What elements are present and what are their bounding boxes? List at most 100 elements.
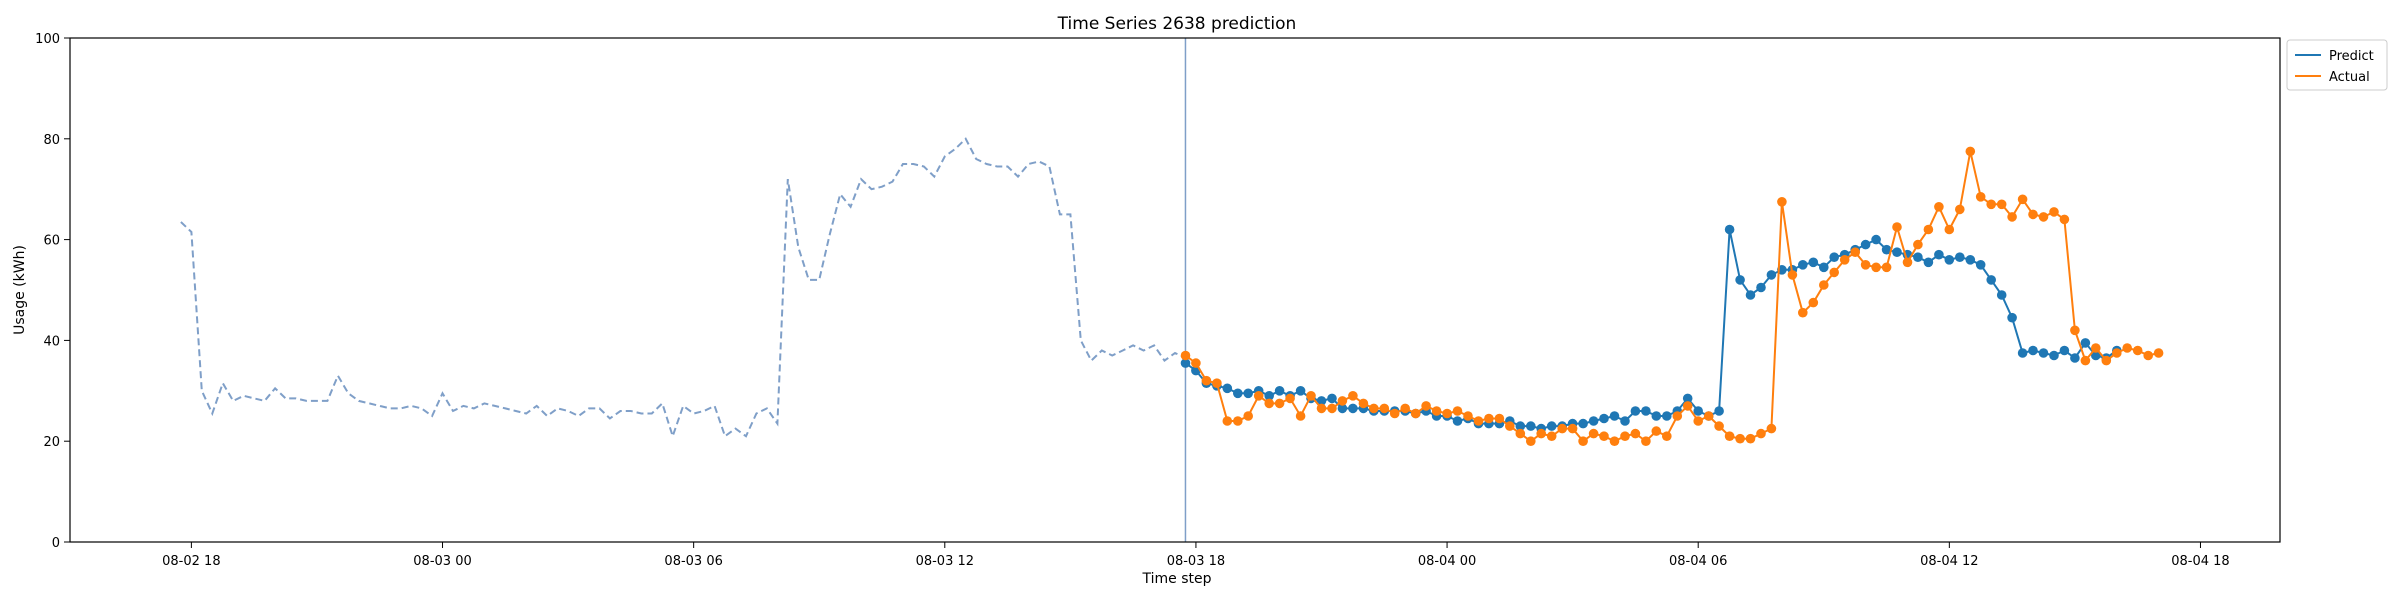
axes: 0 20 40 60 80 100 08-02 18 08-03 00 08-03 06 08-0… — [35, 32, 2281, 569]
predict-point — [1892, 247, 1902, 257]
predict-point — [1243, 388, 1253, 399]
x-tick-label: 08-02 18 — [162, 554, 220, 569]
actual-point — [1295, 411, 1306, 421]
actual-point — [1913, 239, 1923, 250]
actual-point — [1944, 224, 1955, 235]
actual-point — [1473, 416, 1484, 426]
x-tick-label: 08-03 18 — [1167, 554, 1225, 569]
actual-point — [1191, 358, 1201, 368]
predict-point — [1860, 239, 1871, 250]
predict-point — [1599, 413, 1609, 424]
actual-point — [1316, 403, 1327, 414]
predict-point — [1588, 416, 1599, 426]
predict-point — [1526, 421, 1536, 431]
predict-point — [1630, 406, 1641, 416]
y-axis-label: Usage (kWh) — [12, 245, 28, 335]
actual-point — [2070, 325, 2080, 336]
actual-point — [1798, 307, 1808, 318]
actual-point — [1201, 375, 1212, 386]
actual-point — [1484, 413, 1494, 424]
predict-point — [1222, 383, 1233, 394]
actual-point — [1682, 401, 1693, 411]
history-series-line — [180, 137, 1186, 440]
y-tick-label: 40 — [43, 334, 60, 349]
actual-point — [1714, 421, 1724, 431]
actual-point — [1546, 431, 1557, 442]
predict-point — [1609, 411, 1620, 421]
actual-point — [1327, 403, 1337, 414]
actual-point — [1766, 423, 1777, 434]
actual-point — [1253, 391, 1264, 401]
predict-point — [1662, 411, 1672, 421]
actual-point — [1369, 403, 1379, 414]
actual-point — [1996, 199, 2007, 210]
actual-point — [1651, 426, 1662, 436]
legend: Predict Actual — [2286, 39, 2388, 91]
actual-point — [2017, 194, 2028, 205]
actual-point — [1400, 403, 1410, 414]
actual-point — [2007, 212, 2017, 222]
y-tick-label: 0 — [52, 536, 60, 551]
actual-point — [1829, 267, 1839, 278]
predict-point — [1578, 418, 1588, 429]
actual-point — [1703, 411, 1714, 421]
actual-point — [1348, 391, 1358, 401]
actual-point — [1819, 280, 1829, 290]
actual-point — [1431, 406, 1442, 416]
legend-label-predict: Predict — [2329, 49, 2374, 64]
actual-point — [1902, 257, 1913, 268]
predict-point — [2028, 345, 2038, 356]
y-tick-label: 20 — [43, 435, 60, 450]
actual-point — [1609, 436, 1620, 447]
predict-point — [1682, 393, 1693, 404]
actual-point — [1934, 202, 1944, 212]
actual-point — [1212, 378, 1222, 389]
predict-point — [1745, 290, 1756, 300]
predict-point — [1829, 252, 1839, 262]
predict-point — [2038, 348, 2049, 358]
predict-point — [1264, 391, 1274, 401]
predict-point — [1965, 254, 1976, 265]
legend-label-actual: Actual — [2329, 70, 2370, 85]
plot-area — [180, 38, 2164, 542]
actual-point — [1264, 398, 1274, 409]
predict-point — [1693, 406, 1703, 416]
predict-series — [1180, 224, 2122, 434]
predict-point — [2049, 350, 2059, 361]
actual-point — [1662, 431, 1672, 442]
actual-point — [2080, 355, 2091, 366]
actual-point — [1233, 416, 1243, 426]
actual-point — [1421, 401, 1431, 411]
predict-point — [1546, 421, 1557, 431]
predict-point — [1180, 358, 1191, 368]
actual-point — [1567, 423, 1578, 434]
predict-point — [1233, 388, 1243, 399]
predict-point — [1766, 270, 1777, 280]
x-tick-label: 08-03 12 — [916, 554, 974, 569]
predict-point — [1641, 406, 1651, 416]
actual-point — [2101, 355, 2112, 366]
actual-point — [2028, 209, 2038, 220]
predict-point — [1798, 260, 1808, 270]
actual-point — [1620, 431, 1630, 442]
actual-point — [1243, 411, 1253, 421]
actual-point — [1463, 411, 1473, 421]
predict-point — [1808, 257, 1819, 268]
plot-frame — [69, 37, 2281, 543]
actual-point — [1578, 436, 1588, 447]
predict-point — [1724, 224, 1735, 235]
actual-point — [1515, 428, 1526, 439]
actual-point — [1494, 413, 1505, 424]
predict-point — [1996, 290, 2007, 300]
actual-point — [1526, 436, 1536, 447]
predict-point — [1316, 396, 1327, 406]
actual-point — [1808, 297, 1819, 308]
actual-point — [1337, 396, 1348, 406]
actual-point — [1358, 398, 1369, 409]
predict-point — [1913, 252, 1923, 262]
predict-point — [1515, 421, 1526, 431]
x-tick-label: 08-04 18 — [2171, 554, 2229, 569]
x-tick-label: 08-03 06 — [664, 554, 722, 569]
predict-point — [1651, 411, 1662, 421]
